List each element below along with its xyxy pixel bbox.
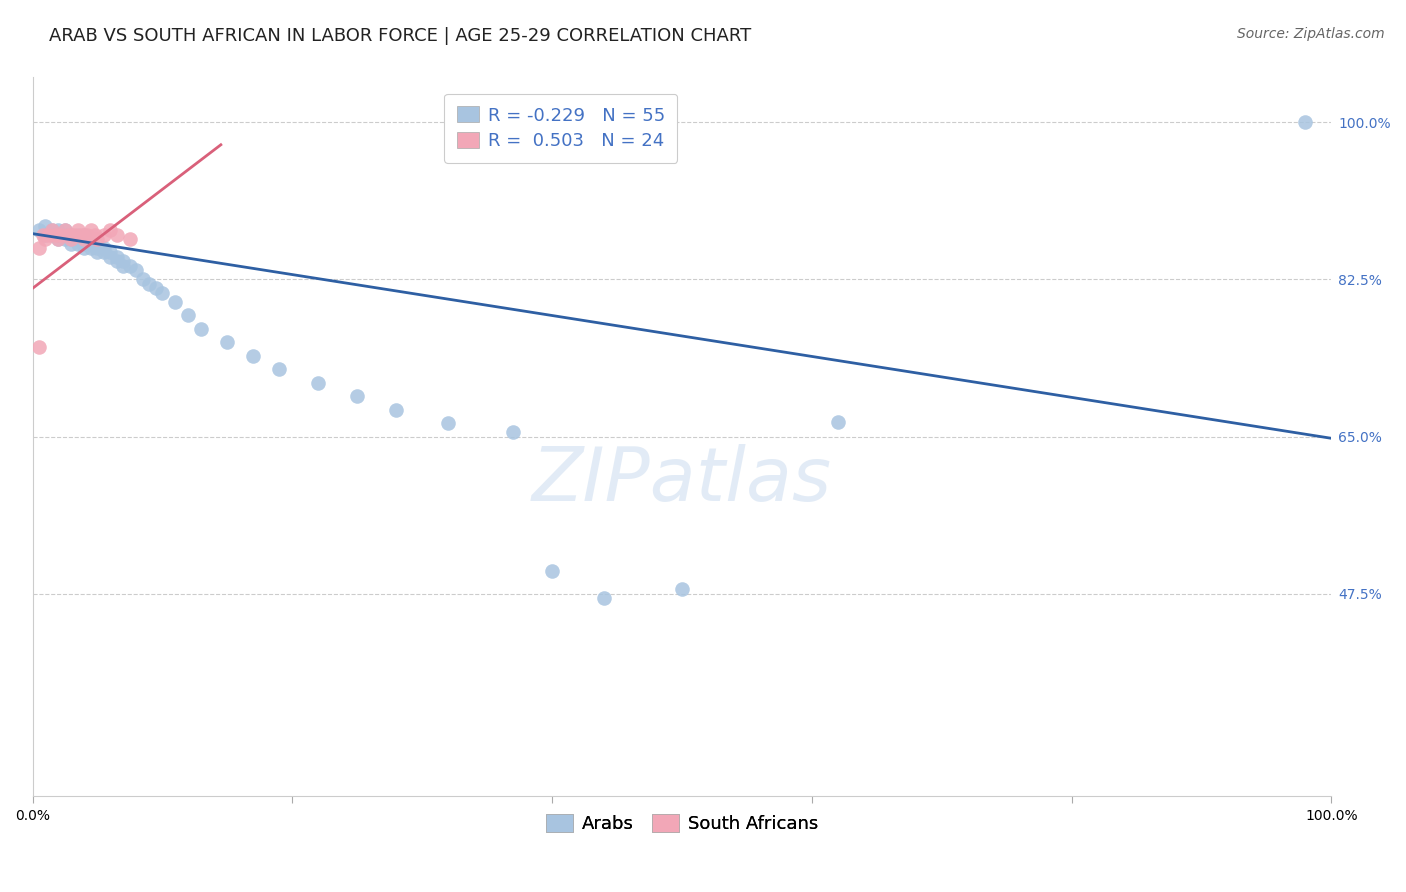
Text: Source: ZipAtlas.com: Source: ZipAtlas.com xyxy=(1237,27,1385,41)
Point xyxy=(48,232,70,246)
Point xyxy=(502,425,524,439)
Point xyxy=(385,402,408,417)
Point xyxy=(60,236,83,251)
Point xyxy=(93,245,115,260)
Point xyxy=(53,223,76,237)
Point xyxy=(190,322,212,336)
Point xyxy=(80,236,103,251)
Point xyxy=(66,227,89,242)
Point xyxy=(217,335,239,350)
Point xyxy=(152,285,174,300)
Point xyxy=(346,389,368,403)
Point xyxy=(53,227,76,242)
Point xyxy=(53,223,76,237)
Point xyxy=(60,227,83,242)
Point xyxy=(28,223,51,237)
Point xyxy=(53,232,76,246)
Point xyxy=(242,349,264,363)
Point xyxy=(73,241,96,255)
Point xyxy=(112,254,135,268)
Point xyxy=(73,232,96,246)
Point xyxy=(145,281,167,295)
Text: ARAB VS SOUTH AFRICAN IN LABOR FORCE | AGE 25-29 CORRELATION CHART: ARAB VS SOUTH AFRICAN IN LABOR FORCE | A… xyxy=(49,27,751,45)
Point xyxy=(125,263,148,277)
Point xyxy=(73,236,96,251)
Point xyxy=(100,223,122,237)
Point xyxy=(60,232,83,246)
Point xyxy=(49,227,72,242)
Point xyxy=(307,376,329,390)
Point xyxy=(138,277,160,291)
Point xyxy=(132,272,155,286)
Point xyxy=(118,259,141,273)
Point xyxy=(83,227,105,242)
Point xyxy=(165,294,187,309)
Point xyxy=(66,223,89,237)
Point xyxy=(118,232,141,246)
Point xyxy=(48,232,70,246)
Point xyxy=(105,227,128,242)
Point xyxy=(80,223,103,237)
Point xyxy=(105,254,128,268)
Point xyxy=(73,232,96,246)
Point xyxy=(112,259,135,273)
Point xyxy=(70,227,93,242)
Point xyxy=(76,227,98,242)
Point xyxy=(86,245,108,260)
Point xyxy=(45,227,67,242)
Text: ZIPatlas: ZIPatlas xyxy=(531,443,832,516)
Point xyxy=(28,241,51,255)
Point xyxy=(100,250,122,264)
Point xyxy=(37,227,59,242)
Point xyxy=(66,232,89,246)
Point xyxy=(671,582,693,596)
Point xyxy=(34,227,56,242)
Point xyxy=(1294,115,1316,129)
Point xyxy=(93,227,115,242)
Legend: Arabs, South Africans: Arabs, South Africans xyxy=(538,807,825,840)
Point xyxy=(41,223,63,237)
Point xyxy=(541,564,564,578)
Point xyxy=(32,227,55,242)
Point xyxy=(28,340,51,354)
Point xyxy=(48,227,70,242)
Point xyxy=(177,309,200,323)
Point xyxy=(63,227,86,242)
Point xyxy=(34,219,56,233)
Point xyxy=(86,232,108,246)
Point xyxy=(437,416,460,430)
Point xyxy=(73,227,96,242)
Point xyxy=(41,223,63,237)
Point xyxy=(100,245,122,260)
Point xyxy=(827,415,849,429)
Point xyxy=(93,241,115,255)
Point xyxy=(48,223,70,237)
Point xyxy=(60,232,83,246)
Point xyxy=(593,591,616,606)
Point xyxy=(34,232,56,246)
Point xyxy=(80,241,103,255)
Point xyxy=(105,250,128,264)
Point xyxy=(269,362,291,376)
Point xyxy=(58,227,80,242)
Point xyxy=(66,236,89,251)
Point xyxy=(41,227,63,242)
Point xyxy=(86,241,108,255)
